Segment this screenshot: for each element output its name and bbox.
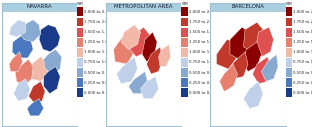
Polygon shape <box>130 27 149 57</box>
Text: METROPOLITAN AREA: METROPOLITAN AREA <box>114 4 173 9</box>
Bar <box>182 18 188 26</box>
Text: 0.250 to 0.50: 0.250 to 0.50 <box>188 81 215 85</box>
Text: 1.750 to 2.00: 1.750 to 2.00 <box>188 20 215 24</box>
Text: 1.250 to 1.50: 1.250 to 1.50 <box>188 40 215 44</box>
Polygon shape <box>15 59 33 86</box>
Bar <box>77 88 83 97</box>
Polygon shape <box>243 81 263 108</box>
Text: BARCELONA: BARCELONA <box>232 4 265 9</box>
Polygon shape <box>29 81 45 104</box>
Bar <box>286 78 292 87</box>
Bar <box>106 3 181 11</box>
Polygon shape <box>221 84 241 106</box>
Polygon shape <box>44 49 62 74</box>
Bar <box>77 78 83 87</box>
Bar <box>286 18 292 26</box>
Polygon shape <box>27 99 44 116</box>
Polygon shape <box>232 84 252 111</box>
Polygon shape <box>243 22 263 52</box>
Polygon shape <box>39 25 60 52</box>
Bar <box>77 68 83 77</box>
Bar <box>286 68 292 77</box>
Bar <box>2 3 77 11</box>
Bar <box>286 38 292 47</box>
Polygon shape <box>129 72 148 94</box>
Bar <box>286 88 292 97</box>
Polygon shape <box>114 35 134 64</box>
Text: 1.000 to 1.25: 1.000 to 1.25 <box>84 50 110 54</box>
Bar <box>77 18 83 26</box>
Polygon shape <box>228 52 248 79</box>
Text: SIR: SIR <box>182 2 188 6</box>
Text: 0.750 to 1.00: 0.750 to 1.00 <box>293 60 312 64</box>
Text: 2.000 to 2.75: 2.000 to 2.75 <box>293 10 312 14</box>
Text: 1.750 to 2.00: 1.750 to 2.00 <box>84 20 110 24</box>
Bar <box>77 28 83 37</box>
Bar <box>286 58 292 67</box>
Text: 1.000 to 1.25: 1.000 to 1.25 <box>188 50 215 54</box>
Text: 0.500 to 0.75: 0.500 to 0.75 <box>84 70 110 75</box>
Text: SIR: SIR <box>286 2 293 6</box>
Polygon shape <box>261 54 278 81</box>
Bar <box>77 7 83 16</box>
Bar <box>182 48 188 57</box>
Polygon shape <box>20 20 41 42</box>
Polygon shape <box>158 44 171 67</box>
Text: 1.250 to 1.50: 1.250 to 1.50 <box>84 40 110 44</box>
Bar <box>77 48 83 57</box>
Polygon shape <box>12 35 33 58</box>
Polygon shape <box>140 76 158 99</box>
Bar <box>182 78 188 87</box>
Text: 0.500 to 0.75: 0.500 to 0.75 <box>188 70 215 75</box>
Text: 0.500 to 0.75: 0.500 to 0.75 <box>293 70 312 75</box>
Text: 1.000 to 1.25: 1.000 to 1.25 <box>293 50 312 54</box>
Text: SIR: SIR <box>77 2 84 6</box>
Polygon shape <box>147 47 163 74</box>
Text: 2.000 to 2.75: 2.000 to 2.75 <box>188 10 215 14</box>
Bar <box>182 7 188 16</box>
Polygon shape <box>142 32 157 62</box>
Bar <box>182 88 188 97</box>
Bar <box>211 3 285 11</box>
Polygon shape <box>256 27 274 57</box>
Text: 1.500 to 1.75: 1.500 to 1.75 <box>84 30 110 34</box>
Bar <box>182 58 188 67</box>
Bar <box>286 28 292 37</box>
Bar <box>286 7 292 16</box>
Text: 0.250 to 0.50: 0.250 to 0.50 <box>84 81 110 85</box>
Polygon shape <box>217 39 237 69</box>
Polygon shape <box>121 25 140 49</box>
Polygon shape <box>14 79 30 101</box>
Text: 1.500 to 1.75: 1.500 to 1.75 <box>293 30 312 34</box>
Polygon shape <box>9 52 22 72</box>
Text: 1.250 to 1.50: 1.250 to 1.50 <box>293 40 312 44</box>
Text: 2.000 to 2.75: 2.000 to 2.75 <box>84 10 110 14</box>
Bar <box>286 48 292 57</box>
Polygon shape <box>9 20 26 37</box>
Text: 1.750 to 2.00: 1.750 to 2.00 <box>293 20 312 24</box>
Bar <box>182 68 188 77</box>
Text: 0.000 to 0.25: 0.000 to 0.25 <box>293 91 312 95</box>
Polygon shape <box>230 27 250 59</box>
Polygon shape <box>28 57 48 81</box>
Text: 0.250 to 0.50: 0.250 to 0.50 <box>293 81 312 85</box>
Polygon shape <box>116 57 138 84</box>
Bar <box>77 38 83 47</box>
Text: 0.750 to 1.00: 0.750 to 1.00 <box>84 60 110 64</box>
Polygon shape <box>252 57 272 84</box>
Text: NAVARRA: NAVARRA <box>26 4 52 9</box>
Polygon shape <box>242 42 261 72</box>
Text: 1.500 to 1.75: 1.500 to 1.75 <box>188 30 215 34</box>
Bar <box>182 28 188 37</box>
Text: 0.000 to 0.25: 0.000 to 0.25 <box>84 91 110 95</box>
Text: 0.750 to 1.00: 0.750 to 1.00 <box>188 60 215 64</box>
Polygon shape <box>219 64 237 91</box>
Text: 0.000 to 0.25: 0.000 to 0.25 <box>188 91 215 95</box>
Polygon shape <box>44 67 60 94</box>
Bar <box>182 38 188 47</box>
Bar <box>77 58 83 67</box>
